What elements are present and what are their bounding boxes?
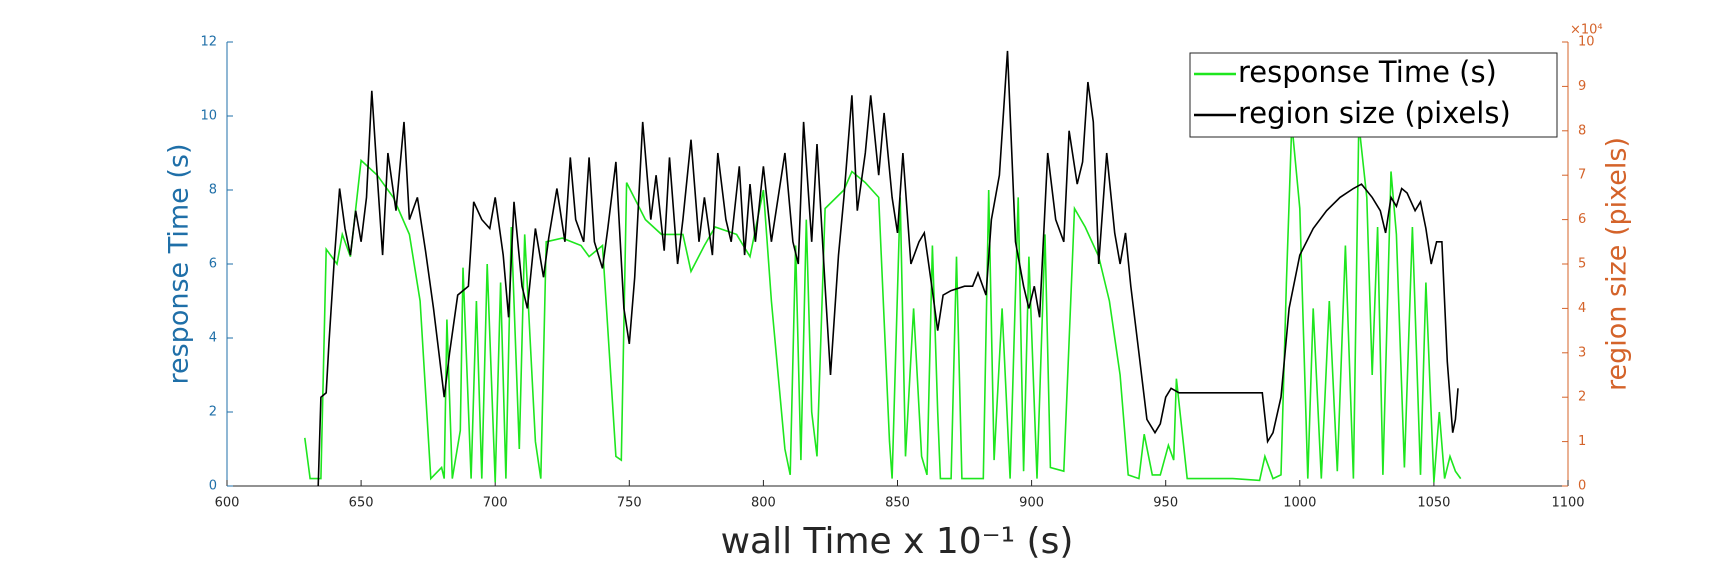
y2-tick-label: 2 — [1578, 390, 1586, 405]
y-tick-label: 10 — [200, 109, 217, 124]
y-tick-label: 6 — [209, 257, 217, 272]
y-tick-label: 8 — [209, 183, 217, 198]
x-tick-label: 600 — [215, 496, 240, 511]
series-line — [304, 123, 1462, 483]
y-axis-label: response Time (s) — [164, 143, 195, 384]
x-axis-label: wall Time x 10⁻¹ (s) — [721, 521, 1074, 562]
y2-tick-label: 0 — [1578, 479, 1586, 494]
x-tick-label: 650 — [349, 496, 374, 511]
y2-tick-label: 1 — [1578, 434, 1586, 449]
x-tick-label: 1050 — [1417, 496, 1450, 511]
x-tick-label: 850 — [885, 496, 910, 511]
x-tick-label: 950 — [1153, 496, 1178, 511]
y-tick-label: 12 — [200, 35, 217, 50]
y-tick-label: 2 — [209, 405, 217, 420]
y2-tick-label: 3 — [1578, 345, 1586, 360]
y-tick-label: 4 — [209, 331, 217, 346]
y2-axis-label: region size (pixels) — [1602, 137, 1633, 391]
series-line — [317, 50, 1459, 487]
y2-tick-label: 5 — [1578, 257, 1586, 272]
x-tick-label: 900 — [1019, 496, 1044, 511]
y2-tick-label: 6 — [1578, 212, 1586, 227]
x-tick-label: 800 — [751, 496, 776, 511]
x-tick-label: 700 — [483, 496, 508, 511]
y2-tick-label: 4 — [1578, 301, 1586, 316]
legend-label: region size (pixels) — [1238, 96, 1511, 130]
x-tick-label: 1000 — [1283, 496, 1316, 511]
y2-tick-label: 9 — [1578, 79, 1586, 94]
y-tick-label: 0 — [209, 479, 217, 494]
legend-label: response Time (s) — [1238, 55, 1497, 89]
y2-tick-label: 8 — [1578, 123, 1586, 138]
y2-tick-label: 10 — [1578, 35, 1595, 50]
x-tick-label: 750 — [617, 496, 642, 511]
legend-box — [1189, 52, 1558, 138]
y2-tick-label: 7 — [1578, 168, 1586, 183]
y2-multiplier: ×10⁴ — [1570, 23, 1603, 38]
x-tick-label: 1100 — [1551, 496, 1584, 511]
